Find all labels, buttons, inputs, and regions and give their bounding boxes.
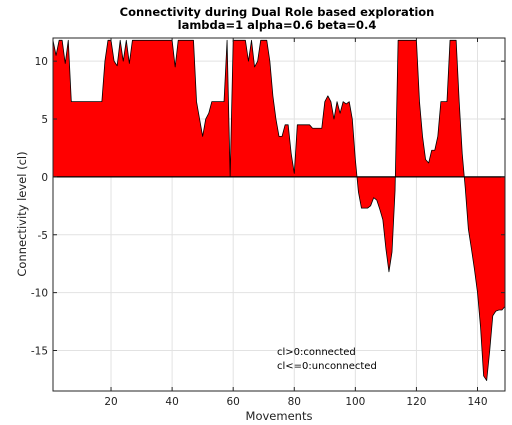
y-tick-label: -10 [31, 288, 48, 300]
x-tick-label: 20 [104, 396, 117, 408]
legend-note-unconnected: cl<=0:unconnected [277, 361, 377, 372]
plot-frame [52, 37, 506, 392]
x-tick-label: 100 [345, 396, 365, 408]
chart-subtitle: lambda=1 alpha=0.6 beta=0.4 [178, 18, 377, 32]
x-tick-label: 120 [406, 396, 426, 408]
x-tick-label: 140 [467, 396, 487, 408]
y-tick-label: 5 [41, 114, 48, 126]
y-tick-label: 10 [35, 56, 48, 68]
x-tick-label: 40 [165, 396, 178, 408]
y-axis-label: Connectivity level (cl) [15, 151, 29, 276]
chart-title: Connectivity during Dual Role based expl… [120, 5, 435, 19]
y-axis-ticks: -15 -10 -5 0 5 10 [31, 56, 505, 357]
x-axis-ticks: 20 40 60 80 100 120 140 [104, 38, 488, 408]
x-tick-label: 60 [227, 396, 240, 408]
y-tick-label: -5 [38, 230, 48, 242]
y-tick-label: 0 [41, 172, 48, 184]
x-axis-label: Movements [246, 409, 313, 423]
connectivity-area [52, 39, 506, 381]
y-tick-label: -15 [31, 345, 48, 357]
legend-note-connected: cl>0:connected [277, 347, 356, 358]
area-series [52, 39, 506, 381]
x-tick-label: 80 [288, 396, 301, 408]
